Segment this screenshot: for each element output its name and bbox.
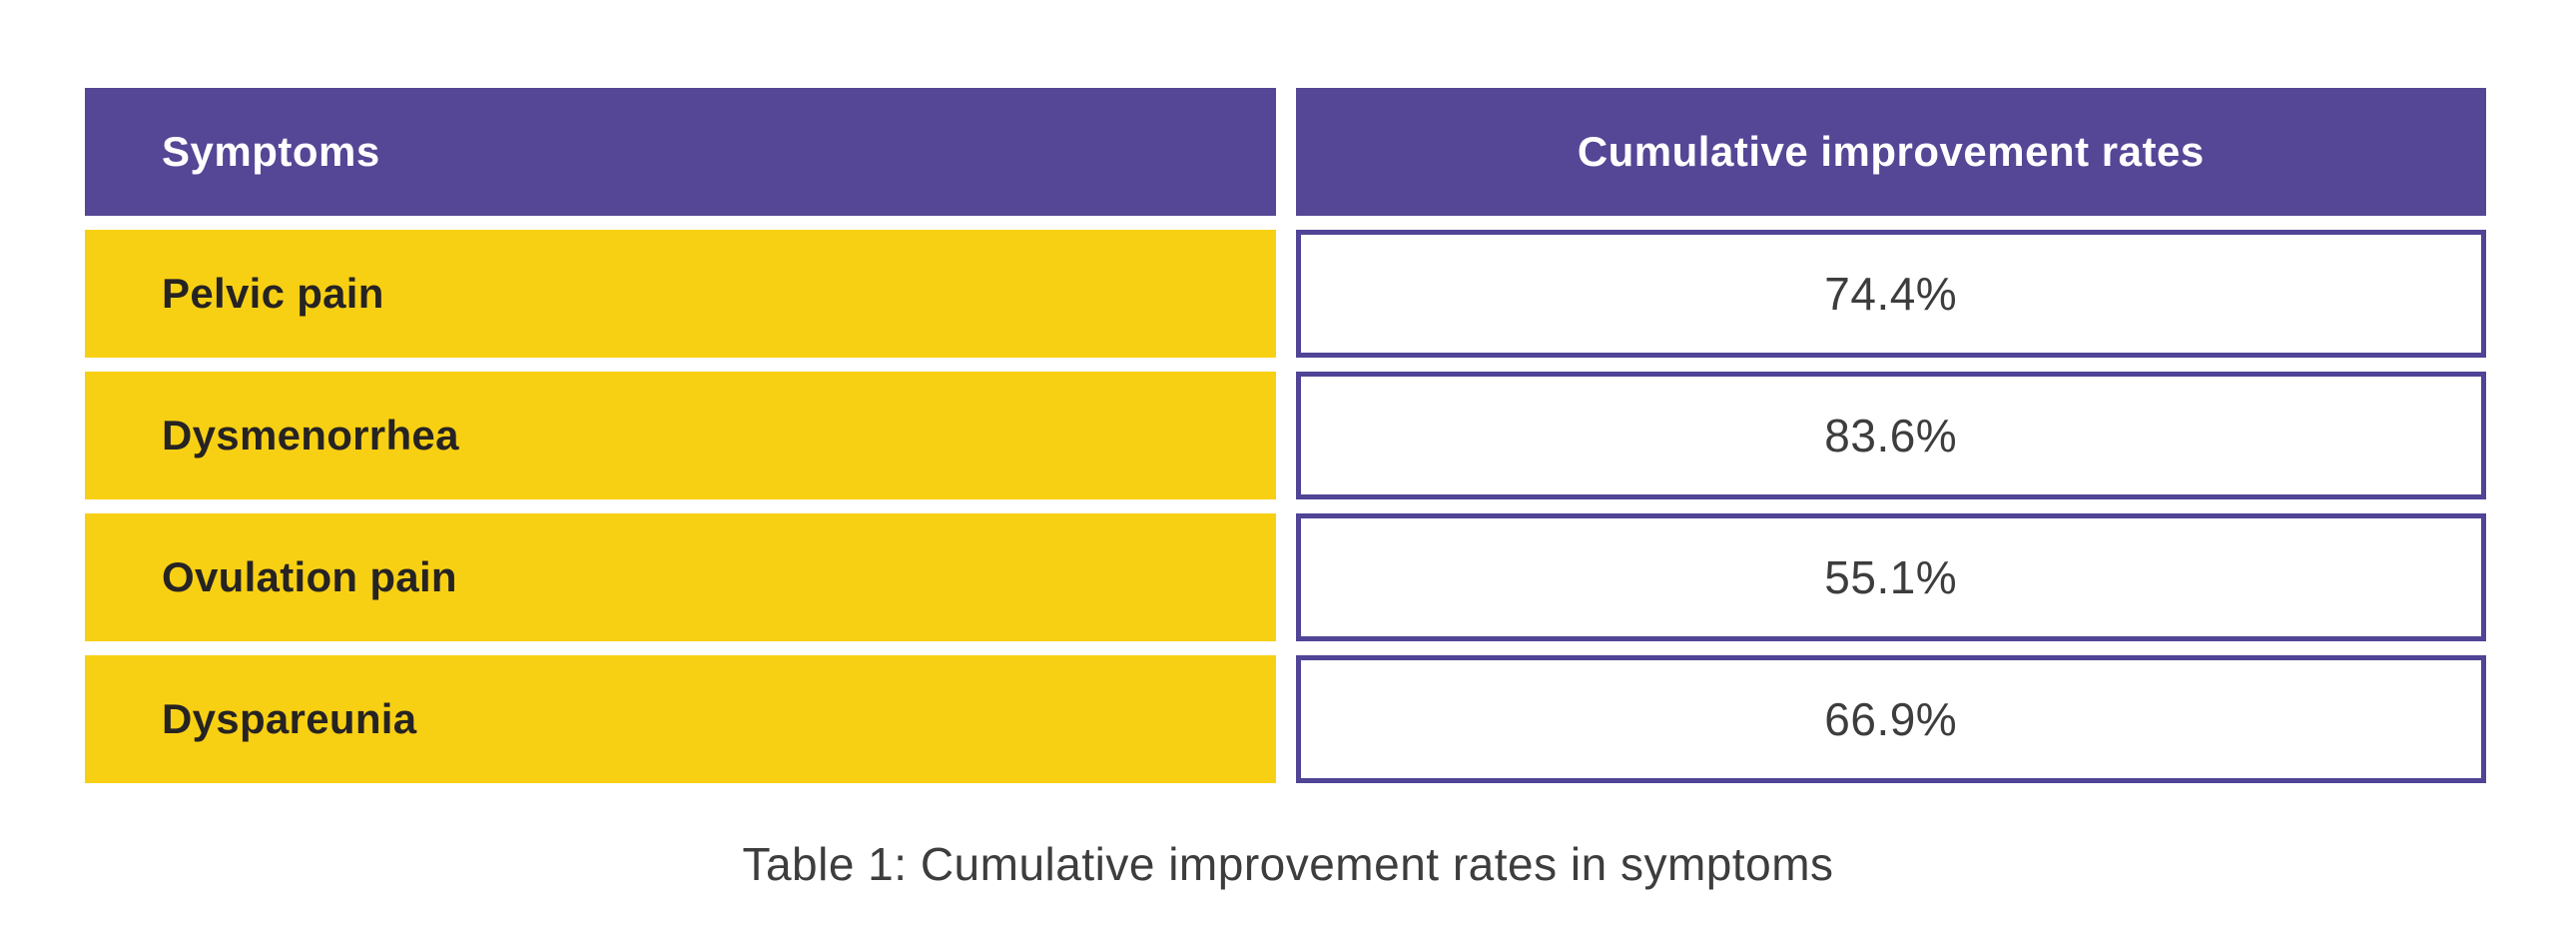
symptom-cell-dyspareunia: Dyspareunia xyxy=(85,655,1276,783)
improvement-rates-table: Symptoms Cumulative improvement rates Pe… xyxy=(85,88,2486,783)
table-caption: Table 1: Cumulative improvement rates in… xyxy=(742,838,1834,890)
symptom-cell-ovulation-pain: Ovulation pain xyxy=(85,513,1276,641)
table-header-symptoms: Symptoms xyxy=(85,88,1276,216)
rate-cell-pelvic-pain: 74.4% xyxy=(1295,230,2486,358)
symptom-cell-dysmenorrhea: Dysmenorrhea xyxy=(85,372,1276,499)
rate-cell-dyspareunia: 66.9% xyxy=(1295,655,2486,783)
table-header-rates: Cumulative improvement rates xyxy=(1295,88,2486,216)
symptom-cell-pelvic-pain: Pelvic pain xyxy=(85,230,1276,358)
rate-cell-ovulation-pain: 55.1% xyxy=(1295,513,2486,641)
rate-cell-dysmenorrhea: 83.6% xyxy=(1295,372,2486,499)
